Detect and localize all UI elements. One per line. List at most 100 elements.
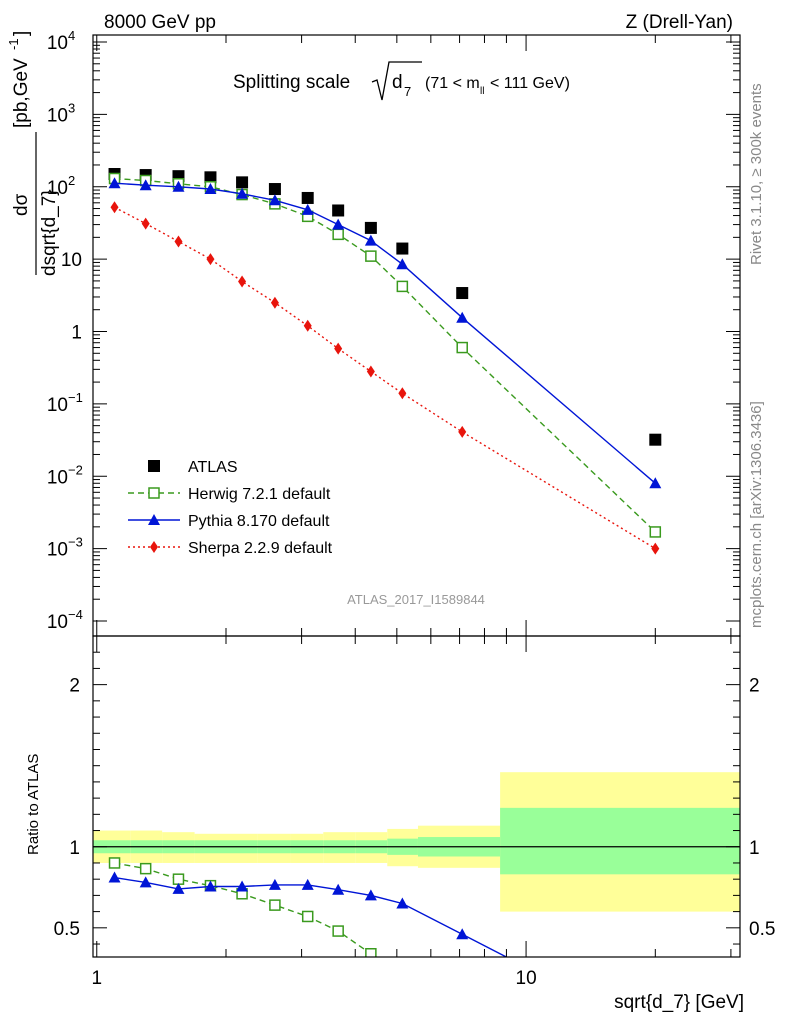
legend-marker	[148, 487, 160, 499]
ratio-plot-frame	[92, 635, 741, 958]
legend-marker	[148, 514, 160, 525]
y-tick-exponent: −3	[68, 535, 83, 550]
legend-marker	[150, 541, 158, 553]
ratio-point	[269, 899, 281, 911]
y-tick-exponent: −1	[68, 390, 83, 405]
data-point	[332, 204, 345, 217]
data-point	[268, 183, 281, 196]
series-line	[114, 182, 656, 484]
y-tick-label: 10	[47, 612, 68, 633]
ratio-point	[108, 857, 121, 869]
ratio-point	[108, 871, 121, 883]
data-point	[396, 258, 409, 270]
ratio-point	[332, 925, 344, 937]
data-point	[456, 341, 468, 354]
data-point	[364, 234, 377, 246]
analysis-id-label: ATLAS_2017_I1589844	[347, 592, 485, 607]
data-point	[301, 191, 314, 204]
data-point	[108, 177, 121, 189]
header-channel-label: Z (Drell-Yan)	[626, 12, 733, 33]
data-point	[204, 171, 217, 184]
data-point	[364, 221, 377, 234]
data-point	[204, 183, 217, 195]
data-point	[110, 201, 119, 214]
ratio-point	[365, 948, 377, 957]
series-line	[114, 177, 656, 533]
ratio-point	[268, 878, 281, 890]
ratio-y-tick-label-left: 0.5	[54, 919, 80, 940]
y-tick-exponent: 2	[68, 173, 75, 188]
data-point	[366, 365, 375, 378]
ratio-point	[139, 862, 152, 875]
data-point	[649, 477, 662, 489]
ratio-line	[114, 876, 508, 957]
ratio-point	[456, 928, 469, 940]
data-point	[458, 425, 467, 438]
legend: ATLAS Herwig 7.2.1 default Pythia 8.170 de…	[128, 459, 333, 557]
y-tick-exponent: 4	[68, 28, 75, 43]
y-tick-label: 10	[61, 250, 82, 271]
main-y-axis-label: dσ dsqrt{d_7} [pb,GeV -1 ]	[6, 31, 60, 276]
data-point	[456, 287, 469, 300]
ratio-series-clipped	[108, 857, 508, 957]
ratio-point	[301, 910, 314, 923]
ratio-uncertainty-bands	[93, 772, 740, 912]
y-label-unit-superscript: -1	[6, 38, 21, 50]
y-tick-label: 10	[47, 467, 68, 488]
data-point	[141, 217, 150, 230]
data-point	[396, 280, 409, 293]
title-range-subscript: ll	[480, 86, 484, 97]
data-point	[649, 433, 662, 446]
ratio-point	[204, 880, 217, 892]
ratio-point	[172, 873, 185, 885]
ratio-line	[114, 862, 377, 957]
title-symbol: d	[392, 72, 403, 93]
ratio-y-tick-label-left: 1	[69, 838, 80, 859]
data-point	[398, 387, 407, 400]
data-point	[236, 176, 249, 189]
legend-label: Pythia 8.170 default	[188, 513, 330, 530]
y-tick-label: 10	[47, 105, 68, 126]
sqrt-symbol-icon	[371, 61, 422, 101]
rivet-version-label: Rivet 3.1.10, ≥ 300k events	[748, 83, 765, 265]
y-label-numerator: dσ	[11, 193, 32, 216]
y-tick-label: 1	[71, 323, 82, 344]
y-tick-exponent: 3	[68, 100, 75, 115]
legend-label: Sherpa 2.2.9 default	[188, 540, 333, 557]
data-point	[270, 296, 279, 309]
legend-label: ATLAS	[188, 459, 238, 476]
y-label-denominator: dsqrt{d_7}	[39, 189, 60, 276]
y-label-unit: [pb,GeV	[11, 58, 32, 128]
ratio-point	[301, 878, 314, 890]
data-point	[365, 250, 377, 262]
ratio-point	[396, 897, 409, 909]
ratio-y-tick-label-left: 2	[69, 676, 80, 697]
plot-title: Splitting scale d 7 (71 < m ll < 111 GeV…	[233, 61, 570, 101]
y-tick-label: 10	[47, 540, 68, 561]
header-process-label: 8000 GeV pp	[104, 12, 216, 33]
data-point	[396, 242, 409, 255]
ratio-y-tick-label-right: 1	[749, 838, 760, 859]
ratio-y-tick-label-right: 2	[749, 676, 760, 697]
data-point	[456, 311, 469, 323]
data-point	[206, 253, 215, 266]
ratio-series	[108, 857, 508, 957]
data-point	[303, 319, 312, 332]
ratio-y-tick-label-right: 0.5	[749, 919, 775, 940]
x-axis-label: sqrt{d_7} [GeV]	[614, 992, 744, 1013]
data-point	[174, 235, 183, 248]
data-point	[236, 187, 249, 199]
main-plot-series	[108, 168, 662, 555]
data-point	[649, 526, 662, 538]
data-point	[238, 275, 247, 288]
y-tick-label: 10	[47, 178, 68, 199]
data-point	[172, 180, 185, 192]
title-range-right: < 111 GeV)	[490, 75, 570, 92]
y-tick-label: 10	[47, 33, 68, 54]
series-line	[114, 206, 656, 550]
data-point	[651, 542, 660, 555]
data-point	[139, 179, 152, 191]
y-tick-exponent: −4	[68, 607, 83, 622]
